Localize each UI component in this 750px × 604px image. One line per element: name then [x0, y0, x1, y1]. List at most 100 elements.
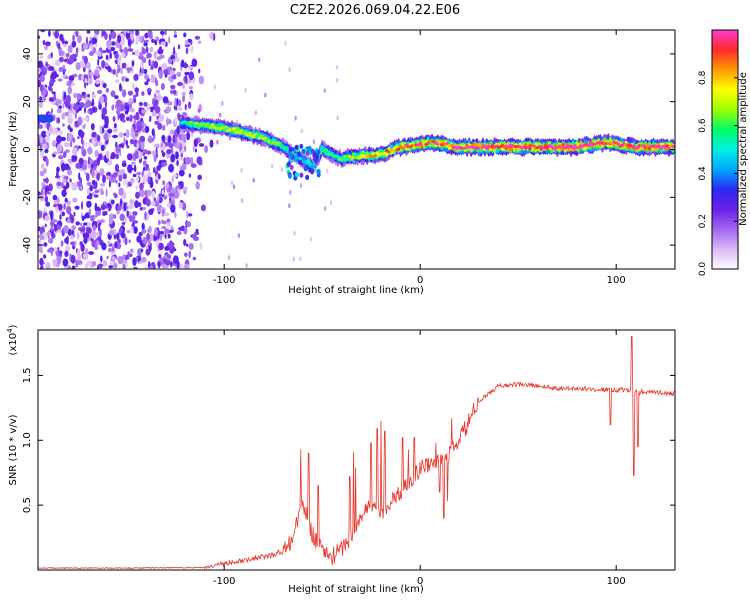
- noise-speckle: [252, 178, 255, 183]
- noise-speckle: [141, 48, 146, 55]
- noise-speckle: [299, 256, 302, 262]
- noise-speckle: [130, 126, 134, 135]
- noise-speckle: [151, 128, 155, 136]
- noise-speckle: [75, 162, 81, 169]
- noise-speckle: [69, 140, 73, 148]
- colorbar-gradient: [711, 29, 739, 270]
- noise-speckle: [150, 74, 156, 83]
- noise-speckle: [112, 116, 116, 122]
- y-tick-label: -20: [22, 189, 33, 205]
- noise-speckle: [143, 39, 150, 43]
- noise-speckle: [187, 101, 192, 109]
- noise-speckle: [70, 254, 76, 264]
- ridge-mark: [402, 145, 407, 149]
- noise-speckle: [177, 81, 183, 87]
- x-tick-label: 0: [417, 275, 423, 286]
- noise-speckle: [188, 86, 194, 90]
- noise-speckle: [198, 143, 205, 147]
- noise-speckle: [67, 45, 73, 54]
- noise-speckle: [129, 215, 134, 223]
- noise-speckle: [154, 143, 160, 148]
- noise-speckle: [108, 247, 112, 253]
- snr-y-label: SNR (10 * v/v): [8, 414, 19, 485]
- noise-speckle: [182, 202, 187, 211]
- noise-speckle: [94, 30, 100, 36]
- ridge-mark: [208, 125, 213, 129]
- noise-speckle: [148, 117, 152, 123]
- noise-speckle: [89, 71, 94, 77]
- noise-speckle: [75, 259, 79, 268]
- noise-speckle: [116, 68, 120, 74]
- noise-speckle: [80, 75, 85, 81]
- noise-speckle: [90, 42, 93, 52]
- noise-speckle: [117, 255, 124, 265]
- noise-speckle: [149, 232, 154, 242]
- noise-speckle: [39, 75, 45, 83]
- noise-speckle: [101, 107, 108, 116]
- noise-speckle: [56, 108, 62, 114]
- noise-speckle: [115, 179, 118, 184]
- noise-speckle: [50, 223, 53, 232]
- noise-speckle: [64, 197, 68, 203]
- noise-speckle: [39, 144, 43, 149]
- noise-speckle: [124, 216, 128, 224]
- noise-speckle: [178, 185, 182, 190]
- noise-speckle: [121, 163, 127, 167]
- noise-speckle: [76, 249, 81, 258]
- noise-speckle: [183, 32, 187, 38]
- noise-speckle: [123, 136, 126, 145]
- ridge-mark: [294, 144, 299, 150]
- noise-speckle: [86, 82, 89, 86]
- noise-speckle: [336, 77, 339, 83]
- noise-speckle: [150, 66, 154, 70]
- noise-speckle: [40, 130, 47, 138]
- ridge-mark: [665, 144, 669, 148]
- noise-speckle: [65, 149, 70, 153]
- ridge-mark: [255, 133, 260, 137]
- noise-speckle: [121, 62, 125, 69]
- noise-speckle: [44, 223, 47, 228]
- noise-speckle: [156, 92, 162, 102]
- noise-speckle: [112, 134, 118, 139]
- colorbar-tick-label: 0.8: [698, 70, 708, 85]
- noise-speckle: [106, 255, 109, 260]
- noise-speckle: [65, 75, 69, 80]
- noise-speckle: [164, 30, 167, 36]
- noise-speckle: [194, 148, 198, 153]
- noise-speckle: [128, 239, 131, 244]
- noise-speckle: [191, 234, 197, 239]
- noise-speckle: [82, 232, 86, 239]
- noise-speckle: [161, 162, 168, 167]
- noise-speckle: [86, 195, 92, 200]
- ridge-mark: [396, 147, 401, 151]
- noise-speckle: [89, 36, 93, 41]
- noise-speckle: [122, 254, 126, 260]
- noise-speckle: [141, 222, 145, 231]
- noise-speckle: [158, 69, 163, 79]
- snr-content: [38, 336, 675, 570]
- noise-speckle: [264, 92, 267, 98]
- noise-speckle: [48, 66, 55, 71]
- noise-speckle: [157, 261, 161, 269]
- noise-speckle: [141, 121, 145, 129]
- noise-speckle: [87, 146, 93, 155]
- noise-speckle: [134, 150, 139, 159]
- noise-speckle: [254, 110, 257, 116]
- noise-speckle: [121, 76, 125, 82]
- ridge-mark: [310, 168, 315, 174]
- noise-speckle: [280, 167, 284, 173]
- figure-title: C2E2.2026.069.04.22.E06: [290, 3, 460, 18]
- noise-speckle: [51, 219, 58, 223]
- noise-speckle: [148, 261, 151, 269]
- noise-speckle: [82, 66, 86, 73]
- noise-speckle: [142, 35, 145, 43]
- noise-speckle: [176, 71, 182, 77]
- noise-speckle: [85, 36, 89, 46]
- noise-speckle: [132, 257, 137, 266]
- noise-speckle: [191, 58, 198, 67]
- noise-speckle: [40, 30, 46, 33]
- noise-speckle: [65, 250, 68, 257]
- noise-speckle: [123, 46, 129, 55]
- noise-speckle: [92, 224, 97, 232]
- noise-speckle: [100, 255, 103, 263]
